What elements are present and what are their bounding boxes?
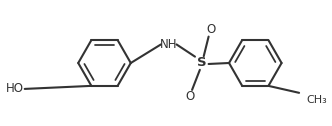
Text: CH₃: CH₃ <box>306 95 327 105</box>
Text: O: O <box>206 23 215 36</box>
Text: HO: HO <box>6 82 24 95</box>
Text: S: S <box>197 56 207 70</box>
Text: NH: NH <box>160 38 178 51</box>
Text: O: O <box>186 90 195 103</box>
